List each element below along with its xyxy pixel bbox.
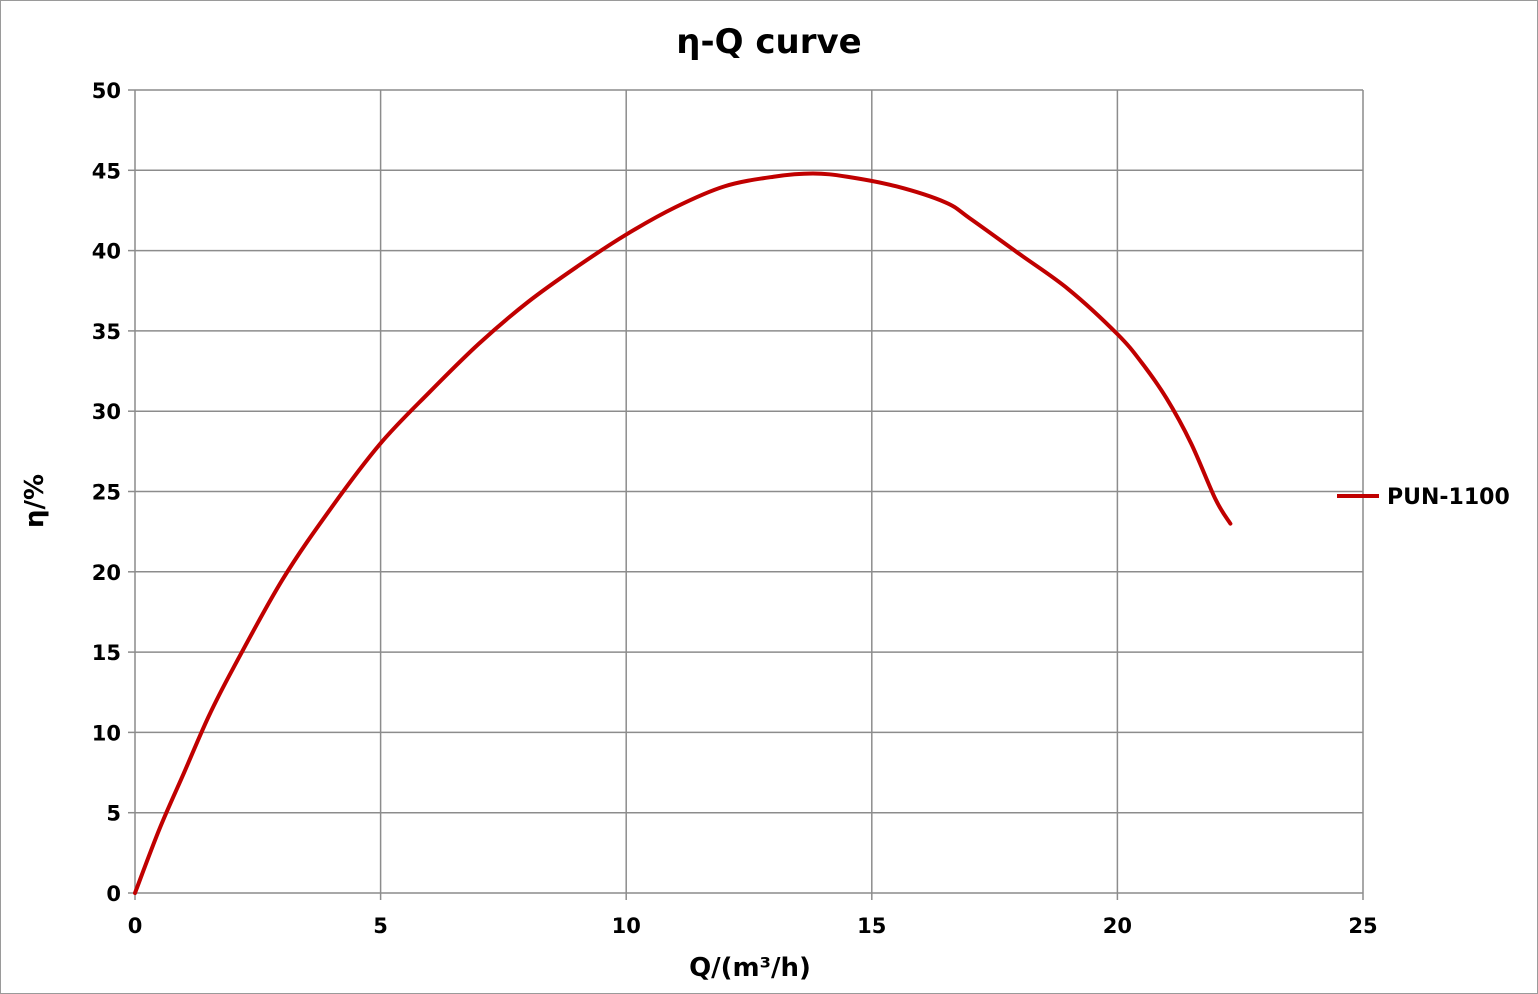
y-axis-ticks: 0 5 10 15 20 25 30 35 40 45 50 (92, 79, 135, 906)
y-tick-label: 25 (92, 481, 121, 505)
chart-title: η-Q curve (676, 22, 861, 62)
x-tick-label: 10 (612, 914, 641, 938)
y-tick-label: 5 (106, 802, 121, 826)
y-tick-label: 30 (92, 400, 121, 424)
x-tick-label: 25 (1348, 914, 1377, 938)
grid-lines (134, 89, 1364, 894)
x-axis-ticks: 0 5 10 15 20 25 (128, 893, 1378, 938)
y-tick-label: 50 (92, 79, 121, 103)
series-lines (133, 171, 1233, 895)
x-axis-label: Q/(m³/h) (689, 953, 811, 983)
series-line-pun-1100 (133, 171, 1233, 895)
y-tick-label: 45 (92, 159, 121, 183)
y-tick-label: 10 (92, 721, 121, 745)
x-tick-label: 20 (1103, 914, 1132, 938)
y-tick-label: 0 (106, 882, 121, 906)
y-axis-label: η/% (20, 474, 50, 528)
x-tick-label: 15 (857, 914, 886, 938)
legend-label: PUN-1100 (1387, 485, 1510, 510)
legend: PUN-1100 (1337, 485, 1510, 510)
x-tick-label: 5 (373, 914, 388, 938)
y-tick-label: 40 (92, 240, 121, 264)
y-tick-label: 15 (92, 641, 121, 665)
x-tick-label: 0 (128, 914, 143, 938)
y-tick-label: 35 (92, 320, 121, 344)
y-tick-label: 20 (92, 561, 121, 585)
